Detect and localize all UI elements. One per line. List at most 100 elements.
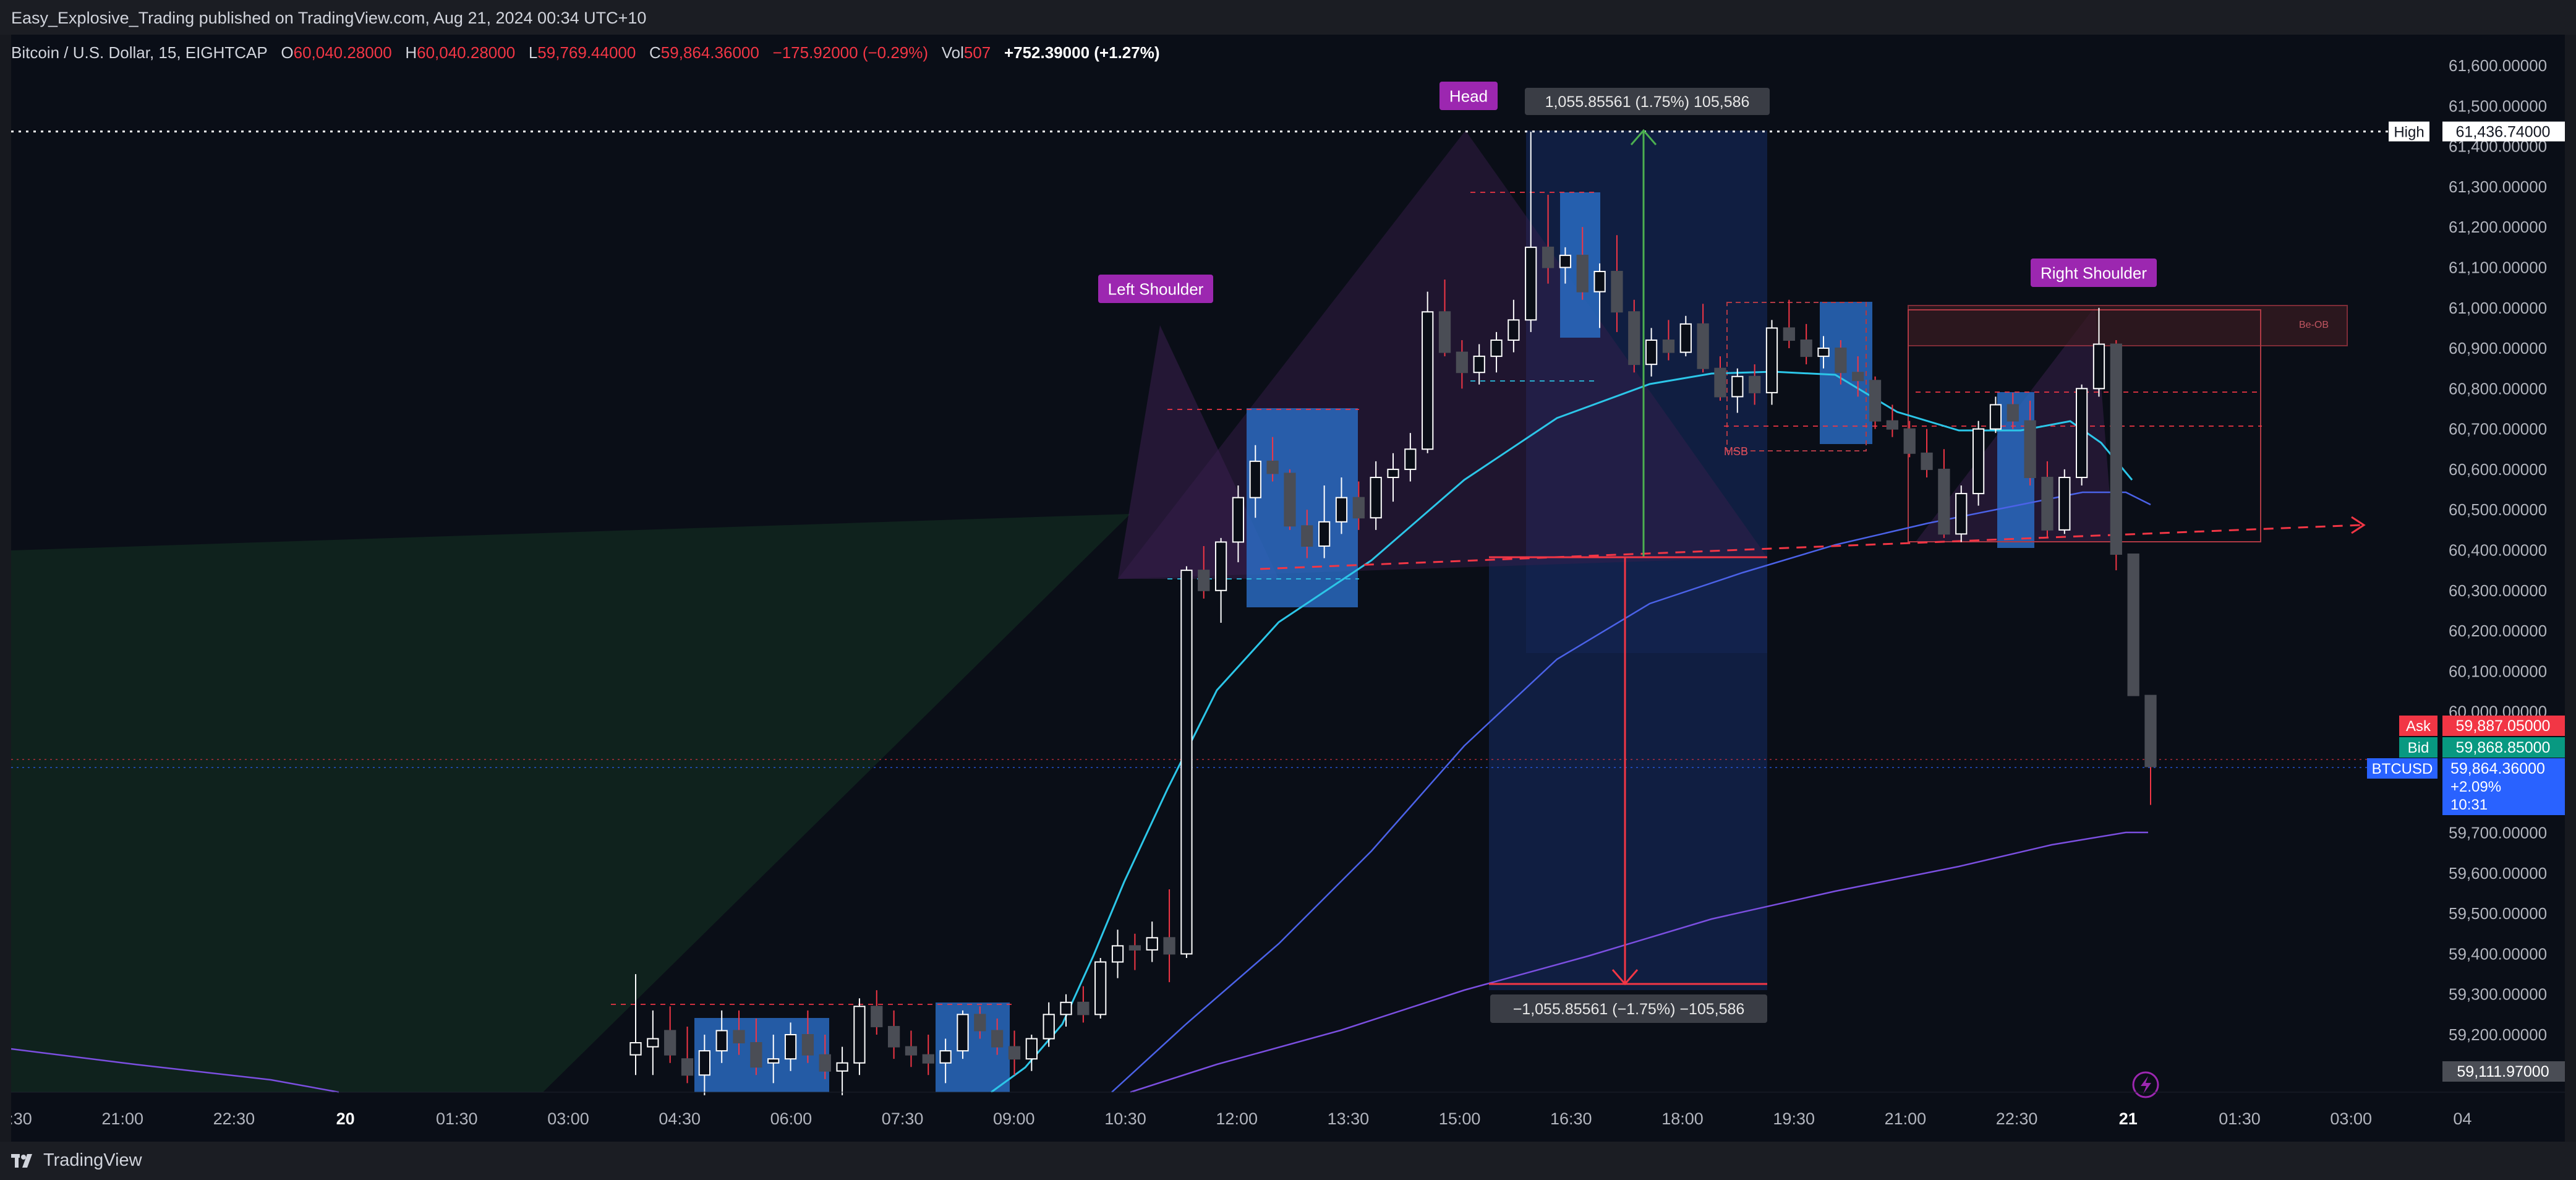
candle-body <box>1611 270 1623 313</box>
candle-body <box>1714 367 1726 398</box>
candle-body <box>1163 937 1175 955</box>
candle-body <box>1128 945 1141 951</box>
candle <box>1128 933 1141 970</box>
candle <box>1645 328 1658 377</box>
candle <box>1266 437 1279 482</box>
price-tick-label: 59,500.00000 <box>2449 904 2547 923</box>
candle <box>629 974 642 1075</box>
time-tick-label: 04 <box>2453 1109 2472 1128</box>
candle <box>664 1006 676 1063</box>
candle <box>1473 344 1485 385</box>
legend-low-label: L <box>528 43 538 62</box>
candle-body <box>1972 428 1985 495</box>
candle <box>647 1010 659 1075</box>
candle-body <box>2127 554 2139 696</box>
head-label-bg <box>1439 82 1498 110</box>
candle <box>1714 356 1726 401</box>
candle <box>1060 994 1072 1027</box>
candle <box>1869 376 1882 429</box>
bearish-ob-box <box>1908 305 2348 346</box>
candle <box>1886 404 1899 437</box>
candle-body <box>1456 351 1468 374</box>
legend-low-value: 59,769.44000 <box>537 43 636 62</box>
candle-body <box>1817 348 1830 357</box>
candle <box>1662 320 1675 361</box>
high-tag-bg <box>2389 121 2429 142</box>
measure-top-label-bg <box>1525 88 1770 115</box>
candle-body <box>1593 270 1606 293</box>
candle <box>2058 469 2071 534</box>
candle-body <box>2041 476 2054 531</box>
left-shoulder-label-text: Left Shoulder <box>1108 280 1204 298</box>
brand-label: TradingView <box>43 1150 142 1170</box>
legend-close-value: 59,864.36000 <box>660 43 759 62</box>
bottom-price-value: 59,111.97000 <box>2457 1063 2549 1080</box>
ask-tag-value: 59,887.05000 <box>2456 717 2551 735</box>
legend-high-label: H <box>405 43 417 62</box>
candle-body <box>1387 468 1399 478</box>
candle <box>801 1010 814 1063</box>
candle-body <box>1077 1001 1090 1015</box>
measure-down-box <box>1489 557 1767 990</box>
candle <box>2007 392 2019 429</box>
candle <box>1163 889 1175 983</box>
candle-body <box>1352 497 1365 519</box>
price-tick-label: 61,600.00000 <box>2449 56 2547 75</box>
candle-body <box>853 1006 866 1064</box>
lightning-circle <box>2132 1071 2159 1098</box>
candle-body <box>801 1034 814 1056</box>
candle <box>1008 1030 1021 1075</box>
ema-slow-line <box>1130 831 2148 1093</box>
legend-vol-label: Vol <box>941 43 964 62</box>
candle-body <box>1697 323 1709 369</box>
price-tick-label: 60,200.00000 <box>2449 622 2547 640</box>
candle <box>2024 400 2036 486</box>
candle <box>1628 299 1640 373</box>
neckline <box>1260 524 2361 570</box>
candle-body <box>836 1062 848 1072</box>
candle <box>681 1026 694 1084</box>
candle <box>853 998 866 1075</box>
legend-open-label: O <box>281 43 294 62</box>
candle-body <box>1422 311 1434 450</box>
price-tick-label: 60,800.00000 <box>2449 379 2547 398</box>
right-shoulder-label: Right Shoulder <box>2031 259 2157 287</box>
neckline-arrow-icon <box>2351 516 2366 534</box>
candle <box>887 1010 900 1059</box>
current-price-tag: BTCUSD 59,864.36000 +2.09% 10:31 <box>2367 758 2565 815</box>
candle-body <box>957 1014 969 1052</box>
candle <box>2076 384 2088 486</box>
current-price-value: 59,864.36000 <box>2450 760 2545 777</box>
candle <box>2127 554 2139 696</box>
tradingview-brand[interactable]: TradingView <box>11 1150 142 1171</box>
candle-body <box>1542 246 1555 268</box>
candle <box>1679 315 1692 357</box>
price-chart[interactable]: Be-OB MSB Head Left Shoulder Right Shoulder 1… <box>11 35 2565 1142</box>
candle-body <box>1094 961 1107 1015</box>
measure-bottom-label: −1,055.85561 (−1.75%) −105,586 <box>1490 994 1767 1023</box>
left-shoulder-label-bg <box>1098 275 1213 303</box>
time-tick-label: 22:30 <box>213 1109 255 1128</box>
chart-area[interactable]: Be-OB MSB Head Left Shoulder Right Shoulder 1… <box>11 35 2565 1142</box>
ema-fast-line <box>991 370 2133 1093</box>
countdown-timer: 10:31 <box>2450 797 2488 813</box>
candle <box>1852 356 1864 397</box>
candle <box>2110 340 2122 571</box>
candle <box>1318 485 1331 558</box>
lightning-icon <box>2132 1071 2159 1098</box>
candle-body <box>1214 541 1227 591</box>
candle-body <box>2007 404 2019 422</box>
candle-body <box>2058 476 2071 531</box>
candle-body <box>871 1006 883 1027</box>
candle <box>1697 304 1709 373</box>
candle <box>1800 323 1812 365</box>
candle-body <box>1490 339 1503 357</box>
candle <box>1198 545 1210 599</box>
candle-body <box>1111 945 1124 963</box>
legend-high-value: 60,040.28000 <box>417 43 516 62</box>
time-tick-label: 01:30 <box>2219 1109 2261 1128</box>
legend-extra-change: +752.39000 (+1.27%) <box>1004 43 1160 62</box>
candle <box>922 1035 934 1075</box>
candle-body <box>2110 343 2122 555</box>
candle <box>1284 469 1296 530</box>
